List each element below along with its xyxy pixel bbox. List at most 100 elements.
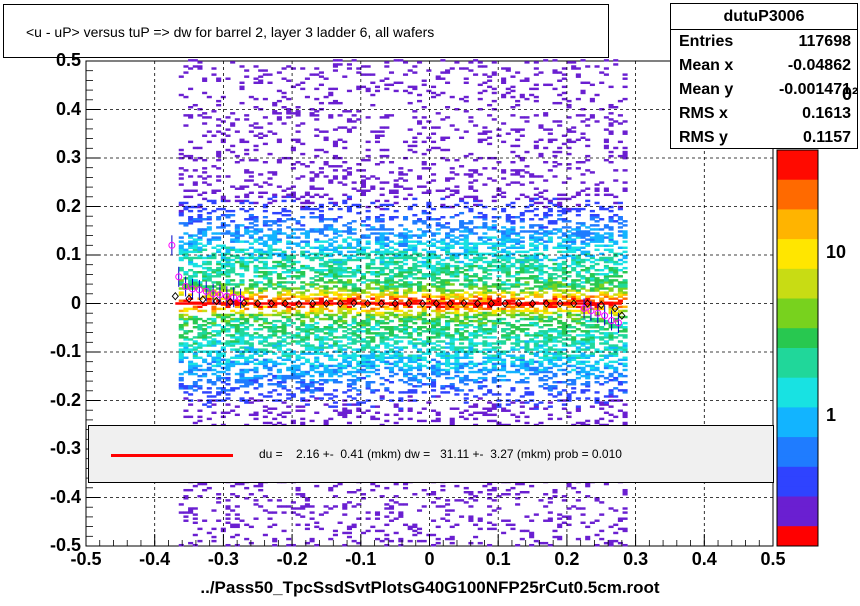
- heatmap-cell: [384, 315, 390, 319]
- heatmap-cell: [346, 226, 352, 229]
- heatmap-cell: [402, 258, 409, 262]
- heatmap-cell: [435, 348, 441, 351]
- heatmap-cell: [197, 114, 203, 117]
- heatmap-cell: [328, 291, 334, 294]
- heatmap-cell: [473, 411, 479, 414]
- heatmap-cell: [342, 271, 348, 274]
- heatmap-cell: [328, 346, 334, 349]
- heatmap-cell: [300, 163, 306, 166]
- heatmap-cell: [192, 244, 198, 247]
- heatmap-cell: [300, 275, 306, 278]
- heatmap-cell: [407, 309, 413, 313]
- heatmap-cell: [332, 59, 338, 62]
- heatmap-cell: [295, 488, 301, 492]
- heatmap-cell: [248, 207, 254, 211]
- heatmap-cell: [304, 311, 310, 315]
- heatmap-cell: [290, 293, 296, 296]
- heatmap-cell: [267, 525, 273, 529]
- heatmap-cell: [510, 360, 516, 364]
- heatmap-cell: [379, 273, 385, 276]
- heatmap-cell: [519, 360, 525, 364]
- heatmap-cell: [314, 311, 320, 315]
- heatmap-cell: [328, 393, 334, 396]
- heatmap-cell: [510, 291, 516, 294]
- heatmap-cell: [398, 254, 404, 258]
- heatmap-cell: [295, 83, 301, 87]
- heatmap-cell: [300, 319, 306, 323]
- heatmap-cell: [496, 495, 502, 498]
- heatmap-cell: [482, 285, 488, 288]
- heatmap-cell: [276, 356, 282, 359]
- heatmap-cell: [510, 313, 516, 317]
- heatmap-cell: [449, 283, 455, 286]
- heatmap-cell: [183, 330, 189, 333]
- heatmap-cell: [515, 271, 521, 274]
- heatmap-cell: [202, 275, 208, 278]
- heatmap-cell: [463, 99, 469, 103]
- heatmap-cell: [487, 307, 493, 311]
- heatmap-cell: [384, 154, 390, 158]
- heatmap-cell: [505, 283, 511, 286]
- heatmap-cell: [234, 199, 240, 203]
- heatmap-cell: [379, 268, 385, 272]
- heatmap-cell: [202, 482, 208, 486]
- heatmap-cell: [473, 291, 479, 294]
- heatmap-cell: [519, 529, 525, 533]
- heatmap-cell: [178, 246, 184, 249]
- heatmap-cell: [388, 328, 395, 331]
- heatmap-cell: [290, 376, 296, 380]
- heatmap-cell: [402, 275, 409, 278]
- heatmap-cell: [323, 421, 329, 425]
- heatmap-cell: [445, 326, 451, 329]
- heatmap-cell: [491, 405, 497, 408]
- heatmap-cell: [216, 387, 222, 390]
- heatmap-cell: [234, 381, 240, 384]
- heatmap-cell: [510, 364, 516, 368]
- heatmap-cell: [482, 283, 488, 286]
- heatmap-cell: [374, 140, 381, 144]
- heatmap-cell: [416, 299, 423, 302]
- heatmap-cell: [178, 344, 184, 347]
- heatmap-cell: [276, 319, 282, 323]
- heatmap-cell: [337, 287, 343, 290]
- heatmap-cell: [272, 309, 278, 313]
- heatmap-cell: [407, 366, 413, 370]
- heatmap-cell: [244, 328, 250, 331]
- heatmap-cell: [276, 252, 282, 256]
- heatmap-cell: [206, 266, 212, 270]
- heatmap-cell: [477, 297, 483, 300]
- heatmap-cell: [435, 330, 441, 333]
- heatmap-cell: [206, 262, 212, 266]
- heatmap-cell: [482, 366, 488, 370]
- heatmap-cell: [360, 346, 367, 349]
- heatmap-cell: [454, 393, 460, 396]
- heatmap-cell: [491, 179, 497, 182]
- heatmap-cell: [258, 287, 264, 290]
- heatmap-cell: [225, 283, 231, 286]
- heatmap-cell: [323, 293, 329, 296]
- heatmap-cell: [206, 387, 212, 390]
- heatmap-cell: [248, 191, 254, 194]
- heatmap-cell: [267, 122, 273, 125]
- heatmap-cell: [342, 169, 348, 172]
- heatmap-cell: [230, 213, 236, 217]
- heatmap-cell: [463, 242, 469, 245]
- heatmap-cell: [216, 77, 222, 80]
- heatmap-cell: [360, 358, 367, 362]
- heatmap-cell: [473, 305, 479, 309]
- heatmap-cell: [365, 315, 371, 319]
- heatmap-cell: [416, 332, 423, 335]
- heatmap-cell: [211, 293, 217, 296]
- heatmap-cell: [328, 197, 334, 201]
- heatmap-cell: [384, 238, 390, 241]
- heatmap-cell: [262, 350, 268, 353]
- heatmap-cell: [360, 330, 367, 333]
- heatmap-cell: [482, 484, 488, 488]
- heatmap-cell: [337, 63, 343, 66]
- heatmap-cell: [197, 156, 203, 160]
- heatmap-cell: [459, 238, 465, 241]
- heatmap-cell: [216, 342, 222, 345]
- heatmap-cell: [388, 303, 395, 307]
- heatmap-cell: [379, 266, 385, 270]
- heatmap-cell: [365, 311, 371, 315]
